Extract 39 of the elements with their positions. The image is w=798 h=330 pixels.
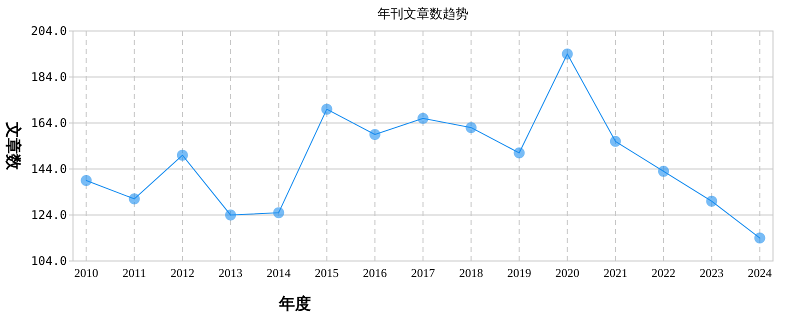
x-tick-label: 2014 (266, 266, 291, 280)
x-tick-label: 2015 (314, 266, 339, 280)
x-tick-label: 2010 (74, 266, 98, 280)
x-tick-label: 2013 (218, 266, 243, 280)
y-tick-label: 204.0 (30, 24, 67, 38)
point (225, 210, 236, 220)
point (273, 207, 284, 218)
y-tick-label: 184.0 (30, 70, 67, 84)
point (321, 104, 332, 115)
x-tick-label: 2017 (411, 266, 435, 280)
point (706, 196, 718, 207)
point (80, 175, 92, 186)
x-tick-label: 2023 (700, 266, 724, 280)
point (514, 147, 525, 158)
x-tick-label: 2020 (555, 266, 580, 280)
x-tick-label: 2022 (652, 266, 676, 280)
point (562, 48, 573, 60)
point (658, 166, 670, 177)
y-tick-label: 164.0 (30, 116, 67, 130)
x-tick-label: 2019 (507, 266, 532, 280)
y-axis-title: 文章数 (4, 121, 22, 171)
x-tick-label: 2021 (603, 266, 628, 280)
point (176, 150, 188, 161)
x-axis-title: 年度 (278, 294, 311, 313)
chart-title: 年刊文章数趋势 (378, 6, 468, 21)
point (754, 232, 766, 244)
x-tick-label: 2016 (362, 266, 387, 280)
point (128, 193, 140, 204)
point (610, 136, 621, 147)
x-tick-label: 2018 (459, 266, 484, 280)
y-tick-label: 124.0 (30, 208, 67, 222)
x-tick-label: 2024 (748, 266, 772, 280)
y-tick-label: 144.0 (30, 162, 67, 176)
point (418, 112, 428, 124)
x-tick-label: 2011 (122, 266, 146, 280)
point (369, 129, 380, 140)
point (466, 122, 477, 134)
y-tick-label: 104.0 (30, 254, 67, 268)
x-tick-label: 2012 (170, 266, 194, 280)
